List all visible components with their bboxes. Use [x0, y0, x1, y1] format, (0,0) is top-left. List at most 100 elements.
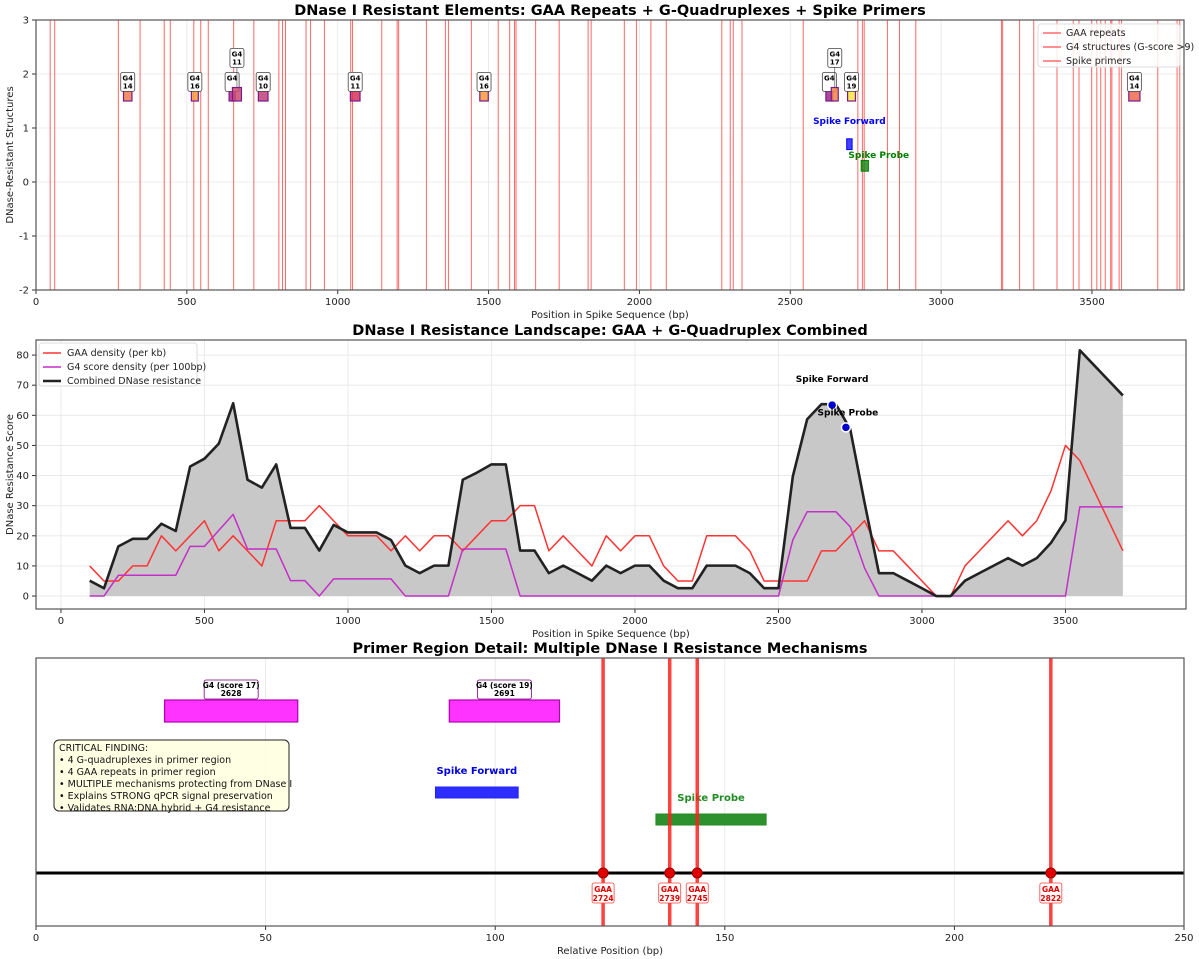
chart-title: Primer Region Detail: Multiple DNase I R… — [352, 641, 867, 657]
x-tick-label: 1500 — [476, 297, 501, 308]
y-tick-label: -1 — [19, 232, 29, 243]
finding-line: • 4 G-quadruplexes in primer region — [59, 755, 231, 766]
y-tick-label: 1 — [23, 124, 29, 135]
g4-label: G4 (score 17) — [203, 681, 260, 690]
finding-line: • Explains STRONG qPCR signal preservati… — [59, 791, 273, 802]
y-tick-label: 0 — [23, 178, 29, 189]
gaa-label-box — [685, 882, 709, 904]
plot-frame — [35, 657, 1185, 927]
g4-label-box — [844, 71, 859, 92]
gaa-marker — [597, 867, 609, 879]
legend-box — [38, 342, 198, 387]
plot-frame — [35, 339, 1187, 610]
chart-title: DNase I Resistance Landscape: GAA + G-Qu… — [352, 323, 867, 339]
g4-score: 14 — [1129, 82, 1139, 90]
gaa-position: 2724 — [593, 894, 614, 903]
primer-marker — [840, 422, 852, 433]
g4-label: G4 — [824, 74, 835, 82]
g4-label: G4 — [190, 74, 201, 82]
gaa-marker — [664, 867, 676, 879]
primer-label: Spike Forward — [813, 117, 886, 127]
g4-label-box — [120, 71, 136, 92]
x-axis-label: Position in Spike Sequence (bp) — [531, 310, 689, 321]
x-tick-label: 1000 — [325, 297, 350, 308]
finding-line: • 4 GAA repeats in primer region — [59, 767, 216, 778]
x-tick-label: 150 — [715, 933, 734, 944]
x-tick-label: 1500 — [479, 616, 504, 627]
y-tick-label: -2 — [19, 286, 29, 297]
y-tick-label: 30 — [16, 501, 29, 512]
x-tick-label: 500 — [177, 297, 196, 308]
g4-label-box — [203, 679, 259, 700]
g4-position: 2691 — [494, 689, 515, 698]
g4-label: G4 — [122, 74, 133, 82]
x-tick-label: 2000 — [622, 616, 647, 627]
g4-label-box — [827, 47, 843, 68]
gaa-label: GAA — [1042, 885, 1060, 894]
g4-score: 19 — [847, 82, 857, 90]
gaa-label-box — [1039, 882, 1063, 904]
x-tick-label: 0 — [33, 297, 39, 308]
primer-box — [846, 138, 853, 151]
gaa-position: 2822 — [1040, 894, 1061, 903]
gaa-position: 2739 — [659, 894, 680, 903]
x-tick-label: 250 — [1174, 933, 1193, 944]
gaa-label-box — [591, 882, 615, 904]
x-tick-label: 0 — [58, 616, 64, 627]
x-tick-label: 3500 — [1079, 297, 1104, 308]
g4-label: G4 — [227, 74, 238, 82]
g4-box — [231, 86, 243, 102]
gaa-marker — [1045, 867, 1057, 879]
gaa-label: GAA — [688, 885, 706, 894]
x-tick-label: 2500 — [766, 616, 791, 627]
x-tick-label: 200 — [945, 933, 964, 944]
y-tick-label: 20 — [16, 531, 29, 542]
chart-title: DNase I Resistant Elements: GAA Repeats … — [294, 3, 926, 19]
g4-label: G4 — [350, 74, 361, 82]
x-axis-label: Position in Spike Sequence (bp) — [532, 629, 690, 640]
g4-label: G4 — [829, 50, 840, 58]
g4-label-box — [821, 71, 837, 92]
g4-score: 16 — [479, 82, 489, 90]
y-tick-label: 50 — [16, 441, 29, 452]
primer-marker-label: Spike Probe — [818, 408, 879, 418]
legend: GAA density (per kb) G4 score density (pe… — [38, 342, 206, 387]
g4-label-box — [187, 71, 203, 92]
g4-score: 14 — [123, 82, 133, 90]
middle-chart: 0 500 1000 1500 2000 2500 3000 3500 0 10 20 30 40 50 6… — [5, 323, 1187, 640]
plot-frame — [35, 19, 1185, 291]
legend: GAA repeats G4 structures (G-score >9) Spi… — [1037, 23, 1194, 68]
g4-box — [830, 86, 839, 102]
g4-label: G4 (score 19) — [476, 681, 533, 690]
combined-area-fill — [89, 350, 1123, 597]
primer-marker-label: Spike Forward — [796, 375, 869, 385]
y-tick-label: 80 — [16, 351, 29, 362]
g4-label: G4 — [1129, 74, 1140, 82]
x-tick-label: 0 — [33, 933, 39, 944]
g4-label-box — [347, 71, 363, 92]
legend-entry: Combined DNase resistance — [67, 376, 201, 387]
finding-title: CRITICAL FINDING: — [59, 743, 148, 754]
primer-label: Spike Forward — [436, 766, 517, 777]
g4-box — [163, 699, 299, 723]
g4-score: 11 — [350, 82, 360, 90]
g4-label: G4 — [258, 74, 269, 82]
legend-entry: GAA repeats — [1066, 28, 1126, 39]
g4-box — [448, 699, 561, 723]
g4-label: G4 — [479, 74, 490, 82]
g4-label-box — [1126, 71, 1142, 92]
legend-entry: G4 structures (G-score >9) — [1066, 42, 1194, 53]
y-tick-label: 10 — [16, 561, 29, 572]
x-tick-label: 3000 — [909, 616, 934, 627]
primer-label: Spike Probe — [677, 793, 745, 804]
legend-entry: GAA density (per kb) — [67, 348, 166, 359]
g4-score: 17 — [830, 58, 840, 66]
x-tick-label: 3000 — [928, 297, 953, 308]
g4-score: 11 — [232, 58, 242, 66]
g4-label-box — [229, 47, 245, 68]
primer-box — [655, 813, 767, 826]
g4-score: 16 — [190, 82, 200, 90]
g4-label: G4 — [846, 74, 857, 82]
legend-entry: Spike primers — [1066, 56, 1131, 67]
